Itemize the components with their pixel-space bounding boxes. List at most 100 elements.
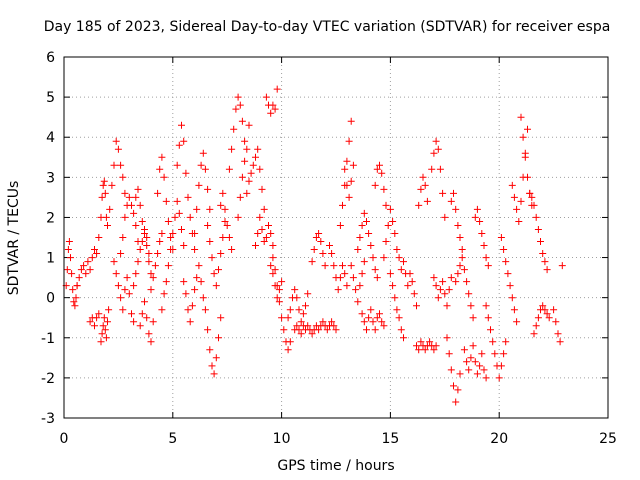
data-point	[147, 270, 155, 278]
data-point	[308, 330, 316, 338]
data-point	[256, 213, 264, 221]
data-point	[284, 314, 292, 322]
data-point	[158, 306, 166, 314]
data-point	[404, 282, 412, 290]
data-point	[204, 326, 212, 334]
data-point	[215, 266, 222, 274]
data-point	[358, 270, 366, 278]
data-point	[371, 181, 379, 189]
data-point	[117, 250, 125, 257]
data-point	[70, 298, 78, 306]
data-point	[454, 386, 462, 394]
data-point	[112, 270, 120, 278]
data-point	[382, 238, 390, 245]
data-point	[326, 242, 333, 249]
data-point	[343, 282, 351, 290]
data-point	[260, 205, 268, 213]
data-point	[212, 282, 220, 290]
data-point	[347, 177, 355, 185]
data-point	[104, 222, 111, 229]
data-point	[534, 226, 542, 233]
data-point	[154, 250, 162, 257]
data-point	[221, 218, 229, 225]
data-point	[82, 270, 90, 278]
data-point	[491, 350, 499, 358]
data-point	[456, 262, 464, 270]
data-point	[482, 374, 490, 382]
data-point	[182, 169, 190, 177]
data-point	[367, 306, 375, 314]
data-point	[452, 278, 460, 286]
data-point	[539, 250, 547, 257]
data-point	[537, 238, 544, 245]
data-point	[175, 141, 183, 149]
data-point	[532, 322, 540, 330]
data-point	[328, 318, 336, 326]
data-point	[217, 314, 225, 322]
data-point	[380, 185, 388, 193]
data-point	[554, 330, 562, 338]
data-point	[515, 218, 523, 225]
data-point	[406, 270, 414, 278]
data-point	[445, 286, 453, 294]
data-point	[330, 262, 338, 270]
data-point	[293, 322, 301, 330]
data-point	[295, 306, 303, 314]
data-point	[195, 181, 203, 189]
data-point	[510, 306, 518, 314]
data-point	[149, 318, 157, 326]
data-point	[238, 117, 246, 125]
data-point	[508, 181, 516, 189]
data-point	[395, 254, 403, 262]
data-point	[278, 278, 286, 286]
data-point	[434, 294, 442, 302]
data-point	[463, 278, 471, 286]
data-point	[134, 258, 142, 266]
data-point	[260, 238, 268, 245]
data-point	[541, 258, 549, 266]
data-point	[252, 153, 259, 161]
data-point	[265, 222, 272, 229]
data-point	[519, 133, 527, 141]
data-point	[269, 254, 277, 262]
data-point	[86, 266, 94, 274]
data-point	[121, 286, 129, 294]
x-tick-label: 0	[60, 431, 69, 447]
x-tick-label: 10	[273, 431, 291, 447]
data-point	[495, 374, 503, 382]
data-point	[219, 234, 227, 241]
data-point	[197, 278, 205, 286]
data-point	[243, 189, 251, 197]
data-point	[447, 366, 455, 374]
data-point	[72, 294, 80, 302]
data-point	[339, 201, 346, 209]
data-point	[267, 262, 275, 270]
data-point	[295, 326, 303, 334]
data-point	[469, 314, 477, 322]
data-point	[465, 366, 473, 374]
data-point	[143, 314, 151, 322]
data-point	[199, 294, 207, 302]
data-point	[164, 262, 172, 270]
data-point	[360, 258, 368, 266]
data-point	[489, 338, 497, 346]
data-point	[114, 145, 122, 153]
data-point	[106, 205, 114, 213]
data-point	[119, 234, 127, 241]
data-point	[132, 270, 140, 278]
data-point	[484, 314, 492, 322]
data-point	[476, 218, 484, 225]
data-point	[339, 262, 346, 270]
data-point	[67, 254, 74, 262]
data-point	[513, 205, 521, 213]
data-point	[191, 286, 199, 294]
y-tick-label: 4	[46, 130, 55, 146]
data-point	[130, 209, 138, 217]
data-point	[393, 246, 401, 253]
data-point	[358, 222, 366, 229]
data-point	[415, 201, 423, 209]
data-point	[447, 197, 455, 205]
y-tick-label: -3	[41, 411, 55, 427]
data-point	[312, 234, 320, 241]
data-point	[275, 286, 283, 294]
